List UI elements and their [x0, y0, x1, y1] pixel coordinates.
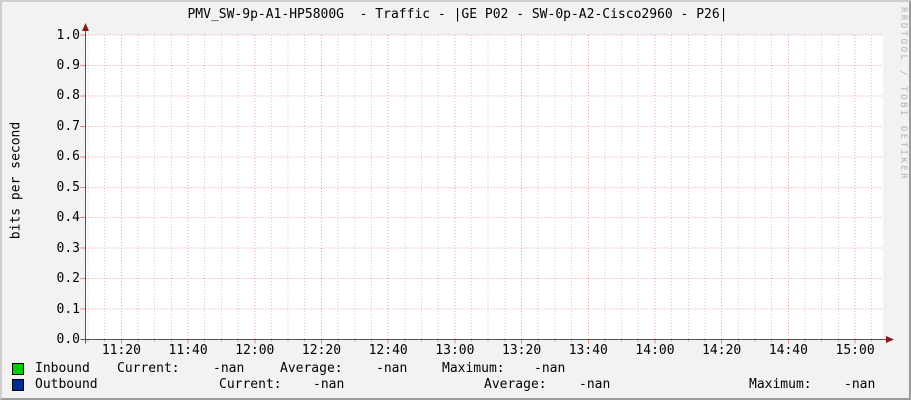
outbound-average-label: Average: — [484, 377, 547, 392]
x-tick-14:40: 14:40 — [768, 343, 808, 358]
y-tick-0.2: 0.2 — [56, 271, 80, 287]
y-tick-0.6: 0.6 — [56, 149, 80, 165]
x-tick-13:20: 13:20 — [502, 343, 542, 358]
x-tick-11:40: 11:40 — [168, 343, 208, 358]
outbound-swatch — [12, 379, 24, 391]
inbound-current-label: Current: — [117, 361, 180, 376]
inbound-average-value: -nan — [376, 361, 408, 376]
inbound-maximum-value: -nan — [534, 361, 566, 376]
x-tick-12:00: 12:00 — [235, 343, 275, 358]
y-tick-1.0: 1.0 — [56, 27, 80, 43]
y-tick-0.7: 0.7 — [56, 118, 80, 134]
x-tick-15:00: 15:00 — [835, 343, 875, 358]
inbound-average-label: Average: — [280, 361, 343, 376]
y-tick-0.3: 0.3 — [56, 240, 80, 256]
x-tick-13:00: 13:00 — [435, 343, 475, 358]
y-tick-0.9: 0.9 — [56, 57, 80, 73]
legend-outbound-label: Outbound — [35, 377, 98, 392]
inbound-current-value: -nan — [213, 361, 245, 376]
graph-title: PMV_SW-9p-A1-HP5800G - Traffic - |GE P02… — [187, 7, 728, 22]
outbound-maximum-label: Maximum: — [749, 377, 812, 392]
x-tick-14:20: 14:20 — [702, 343, 742, 358]
x-tick-11:20: 11:20 — [101, 343, 141, 358]
x-tick-12:20: 12:20 — [301, 343, 342, 358]
inbound-maximum-label: Maximum: — [442, 361, 505, 376]
x-tick-12:40: 12:40 — [368, 343, 408, 358]
outbound-current-value: -nan — [313, 377, 345, 392]
x-tick-14:00: 14:00 — [635, 343, 675, 358]
y-tick-0.0: 0.0 — [56, 332, 80, 347]
y-tick-0.4: 0.4 — [56, 210, 80, 226]
x-tick-13:40: 13:40 — [568, 343, 608, 358]
outbound-average-value: -nan — [579, 377, 611, 392]
y-tick-0.8: 0.8 — [56, 88, 80, 104]
legend-row-inbound: Inbound Current: -nan Average: -nan Maxi… — [2, 361, 909, 377]
legend-inbound-label: Inbound — [35, 361, 90, 376]
legend-row-outbound: Outbound Current: -nan Average: -nan Max… — [2, 377, 909, 393]
y-tick-0.1: 0.1 — [56, 301, 80, 317]
y-tick-0.5: 0.5 — [56, 179, 80, 195]
outbound-current-label: Current: — [219, 377, 282, 392]
rrdtool-watermark: RRDTOOL / TOBI OETIKER — [898, 7, 908, 182]
outbound-maximum-value: -nan — [844, 377, 876, 392]
inbound-swatch — [12, 363, 24, 375]
